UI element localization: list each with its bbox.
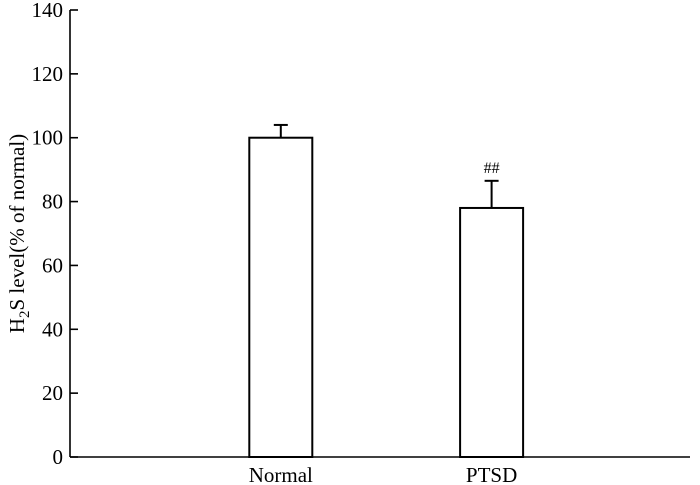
y-tick-label: 20: [42, 381, 63, 405]
y-axis-label: H2S level(% of normal): [5, 134, 33, 333]
x-axis-labels: Normal PTSD: [249, 463, 518, 485]
significance-annotation: ##: [484, 160, 500, 177]
y-axis-ticks: 0 20 40 60 80 100 120 140: [32, 0, 78, 469]
bar: [459, 206, 525, 458]
y-axis-label-main: H: [5, 318, 29, 333]
y-axis-label-subscript: 2: [17, 311, 33, 319]
y-axis-label-rest: S level(% of normal): [5, 134, 29, 311]
y-tick-label: 80: [42, 190, 63, 214]
bar: [248, 136, 314, 458]
bars-group: ##: [248, 123, 525, 458]
y-tick-label: 120: [32, 62, 64, 86]
y-tick-label: 100: [32, 126, 64, 150]
y-tick-label: 40: [42, 317, 63, 341]
x-category-label: PTSD: [466, 463, 517, 485]
y-tick-label: 0: [53, 445, 64, 469]
y-tick-label: 140: [32, 0, 64, 22]
y-tick-label: 60: [42, 253, 63, 277]
x-category-label: Normal: [249, 463, 313, 485]
